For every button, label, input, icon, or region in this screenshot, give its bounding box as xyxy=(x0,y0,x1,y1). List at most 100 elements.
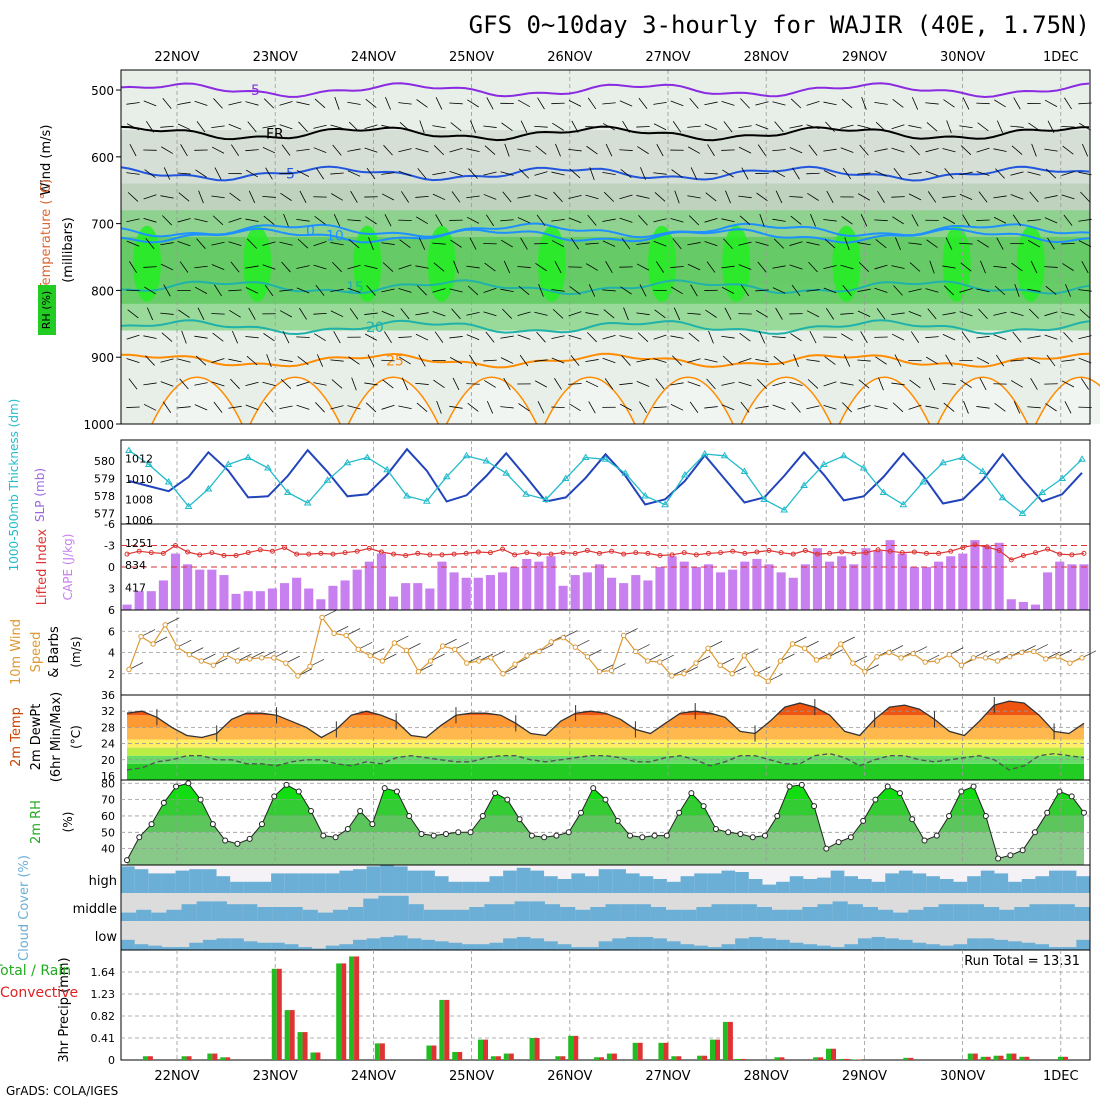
precip-total-bar xyxy=(967,1053,973,1060)
cloud-cell xyxy=(284,873,299,893)
ylabel-minmax: (6hr Min/Max) xyxy=(49,692,64,782)
wind-speed-marker xyxy=(741,652,747,659)
cape-bar xyxy=(1006,599,1016,610)
wind-barb xyxy=(1064,97,1072,110)
rh-marker xyxy=(418,830,425,837)
wind-barb xyxy=(758,330,766,344)
wind-barb xyxy=(333,331,341,344)
cape-bar xyxy=(837,556,847,610)
wind-barb xyxy=(568,194,582,199)
wind-barb xyxy=(432,242,446,245)
wind-barb xyxy=(942,216,956,224)
rh-marker xyxy=(443,830,449,837)
rh-marker xyxy=(872,796,879,803)
precip-convective-bar xyxy=(779,1057,785,1060)
wind-speed-marker xyxy=(186,651,193,658)
wind-barb xyxy=(806,289,820,292)
cloud-cell-bg xyxy=(721,921,736,950)
wind-barb xyxy=(126,123,140,131)
date-label-top: 24NOV xyxy=(351,50,396,65)
wind-barb xyxy=(483,311,497,317)
precip-convective-bar xyxy=(972,1053,978,1060)
wind-barb xyxy=(246,169,258,178)
wind-speed-line xyxy=(128,616,1083,683)
cloud-cell xyxy=(639,936,654,950)
wind-barb xyxy=(585,359,599,363)
wind-barb xyxy=(908,172,922,175)
wind-barb xyxy=(945,354,953,367)
lifted-index-marker xyxy=(645,550,651,556)
wind-barb xyxy=(1045,168,1057,179)
lifted-index-marker xyxy=(669,552,675,558)
precip-total-bar xyxy=(284,1010,290,1060)
thickness-marker xyxy=(1058,474,1067,481)
wind-barb xyxy=(213,401,223,413)
lifted-index-marker xyxy=(972,542,978,548)
wind-speed-marker xyxy=(331,630,337,637)
wind-barb xyxy=(587,97,597,110)
cloud-cell xyxy=(885,873,900,893)
cloud-cell xyxy=(181,904,198,921)
wind-barb xyxy=(1010,125,1024,128)
wind-barb xyxy=(484,262,496,272)
thickness-marker xyxy=(621,469,630,476)
wind-barb xyxy=(229,192,241,202)
wind-barb xyxy=(228,358,242,363)
wind-barb xyxy=(724,307,732,320)
wind-barb xyxy=(1047,237,1055,250)
thickness-marker xyxy=(442,472,451,480)
temp-tick-label: 32 xyxy=(101,705,115,718)
cape-bar xyxy=(764,564,774,610)
wind-barb xyxy=(891,196,905,198)
cloud-cell xyxy=(469,907,485,921)
wind-barb xyxy=(194,265,208,269)
wind-barb xyxy=(1061,194,1075,200)
wind-barb xyxy=(315,402,325,413)
cloud-cell xyxy=(817,945,832,950)
rh-marker xyxy=(381,785,388,792)
precip-total-bar xyxy=(1019,1056,1025,1060)
precip-convective-bar xyxy=(1024,1056,1030,1060)
wind-barb xyxy=(280,379,292,389)
wind-barb xyxy=(364,312,378,315)
wind-barb xyxy=(398,170,412,177)
wind-barb xyxy=(840,312,854,315)
rh-marker xyxy=(835,839,842,846)
wind-barb xyxy=(1030,377,1038,390)
wind-barb xyxy=(283,213,289,227)
lifted-index-marker xyxy=(269,548,275,554)
wind-barb xyxy=(245,287,259,294)
cape-bar xyxy=(1043,572,1053,610)
wind-barb xyxy=(979,377,987,391)
wind-barb xyxy=(925,102,939,105)
wind-barb xyxy=(807,379,819,389)
precip-total-bar xyxy=(426,1045,432,1060)
wind-barb xyxy=(194,404,208,411)
wind-barb xyxy=(789,196,803,198)
wind-barb xyxy=(808,144,818,156)
wind-barb xyxy=(874,148,888,152)
cloud-cell xyxy=(953,904,970,921)
slp-line xyxy=(128,447,1083,506)
wind-barb xyxy=(483,171,497,176)
wind-barb xyxy=(978,191,988,203)
wind-barb xyxy=(772,336,786,339)
wind-barb xyxy=(789,241,803,246)
wind-barb xyxy=(196,238,206,249)
wind-barb xyxy=(399,356,411,365)
wind-barb xyxy=(368,237,374,251)
lifted-index-marker xyxy=(391,551,397,557)
cape-bar xyxy=(437,561,447,610)
wind-barb xyxy=(315,167,325,180)
precip-convective-bar xyxy=(289,1010,295,1060)
cloud-cell xyxy=(953,881,968,893)
wind-barb xyxy=(398,219,412,221)
wind-barb xyxy=(1013,97,1021,110)
cloud-cell xyxy=(243,941,258,950)
wind-barb xyxy=(466,195,480,199)
wind-tick-label: 6 xyxy=(108,625,115,638)
wind-barb xyxy=(211,241,225,246)
cloud-cell xyxy=(908,909,924,921)
wind-barb xyxy=(181,330,187,344)
wind-barb xyxy=(279,359,293,362)
